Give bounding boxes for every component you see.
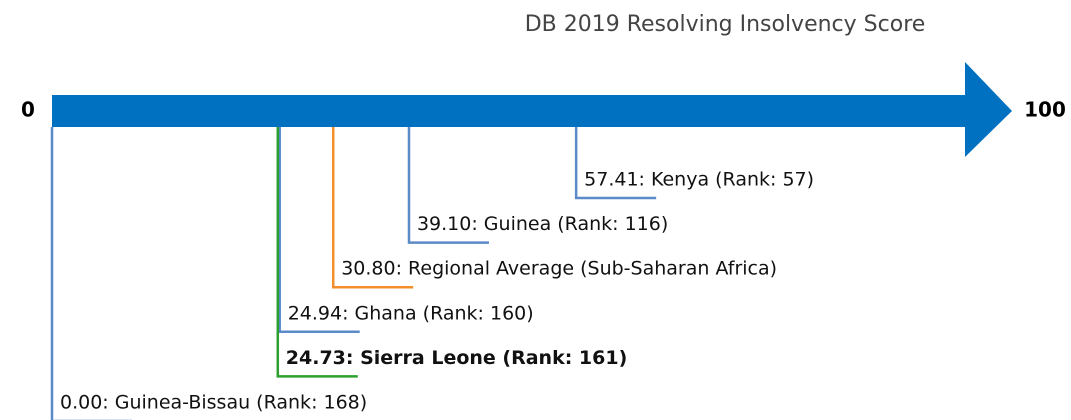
marker-line — [278, 127, 360, 334]
marker-line — [331, 127, 414, 289]
marker-label: 24.94: Ghana (Rank: 160) — [288, 302, 534, 324]
marker-label: 0.00: Guinea-Bissau (Rank: 168) — [60, 392, 367, 414]
marker-line — [276, 127, 358, 378]
arrow-head — [965, 62, 1012, 157]
marker-line — [407, 127, 489, 244]
scale-bar — [52, 95, 966, 127]
marker-label: 24.73: Sierra Leone (Rank: 161) — [286, 347, 628, 369]
marker-line — [50, 127, 132, 420]
marker-line — [574, 127, 657, 200]
marker-label: 30.80: Regional Average (Sub-Saharan Afr… — [341, 258, 777, 280]
axis-end-label: 100 — [1024, 98, 1066, 122]
chart-title: DB 2019 Resolving Insolvency Score — [525, 12, 926, 37]
axis-end-label: 0 — [21, 98, 35, 122]
marker-label: 39.10: Guinea (Rank: 116) — [417, 213, 668, 235]
marker-label: 57.41: Kenya (Rank: 57) — [584, 169, 814, 191]
